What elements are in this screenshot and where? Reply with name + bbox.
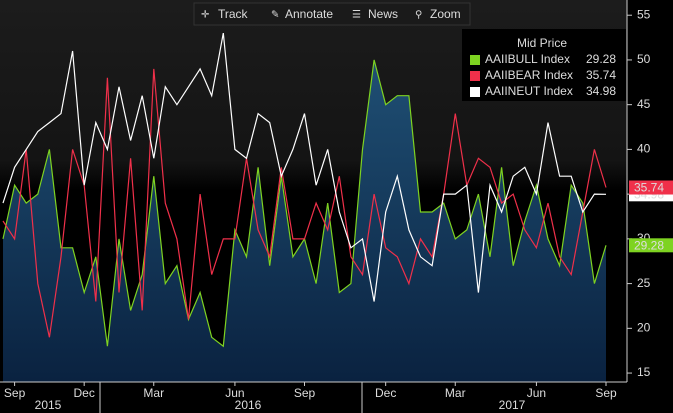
- x-tick-label: Mar: [143, 386, 164, 400]
- toolbar-bg: [193, 2, 471, 26]
- x-tick-label: Jun: [225, 386, 244, 400]
- last-value-label: 29.28: [634, 238, 664, 252]
- legend-swatch: [470, 55, 480, 65]
- y-tick-label: 45: [637, 97, 651, 111]
- x-tick-label: Dec: [74, 386, 95, 400]
- icon: ✎: [271, 10, 279, 21]
- icon: ⚲: [415, 10, 422, 21]
- x-tick-label: Sep: [294, 386, 316, 400]
- y-tick-label: 20: [637, 320, 651, 334]
- y-tick-label: 50: [637, 52, 651, 66]
- icon: ☰: [352, 10, 361, 21]
- area: [3, 59, 606, 383]
- legend-swatch: [470, 71, 480, 81]
- legend-title: Mid Price: [517, 36, 567, 50]
- y-tick-label: 25: [637, 276, 651, 290]
- toolbar-zoom[interactable]: Zoom: [430, 7, 461, 21]
- last-value-tag: [629, 180, 673, 195]
- legend-label: AAIINEUT Index: [485, 84, 573, 98]
- legend-swatch: [470, 87, 480, 97]
- last-value-tag: [629, 238, 673, 253]
- y-tick-label: 15: [637, 365, 651, 379]
- year-label: 2016: [235, 398, 262, 412]
- toolbar-news[interactable]: News: [368, 7, 398, 21]
- toolbar-annotate[interactable]: Annotate: [285, 7, 333, 21]
- x-tick-label: Sep: [4, 386, 26, 400]
- x-tick-label: Sep: [595, 386, 617, 400]
- x-tick-label: Jun: [527, 386, 546, 400]
- legend-label: AAIIBEAR Index: [485, 68, 573, 82]
- y-tick-label: 40: [637, 142, 651, 156]
- x-tick-label: Mar: [445, 386, 466, 400]
- year-label: 2015: [35, 398, 62, 412]
- year-label: 2017: [499, 398, 526, 412]
- line: [2, 32, 607, 302]
- legend-value: 35.74: [586, 68, 616, 82]
- toolbar-track[interactable]: Track: [218, 7, 249, 21]
- toolbar: Track Annotate News Zoom ✛ ✎ ☰ ⚲: [193, 2, 471, 26]
- last-value-label: 35.74: [634, 181, 664, 195]
- icon: ✛: [201, 10, 209, 21]
- x-tick-label: Dec: [375, 386, 396, 400]
- legend-value: 34.98: [586, 84, 616, 98]
- legend-bg: [462, 29, 626, 101]
- legend: Mid Price AAIIBULL Index 29.28 AAIIBEAR In…: [462, 29, 626, 101]
- legend-value: 29.28: [586, 52, 616, 66]
- y-tick-label: 55: [637, 7, 651, 21]
- legend-label: AAIIBULL Index: [485, 52, 570, 66]
